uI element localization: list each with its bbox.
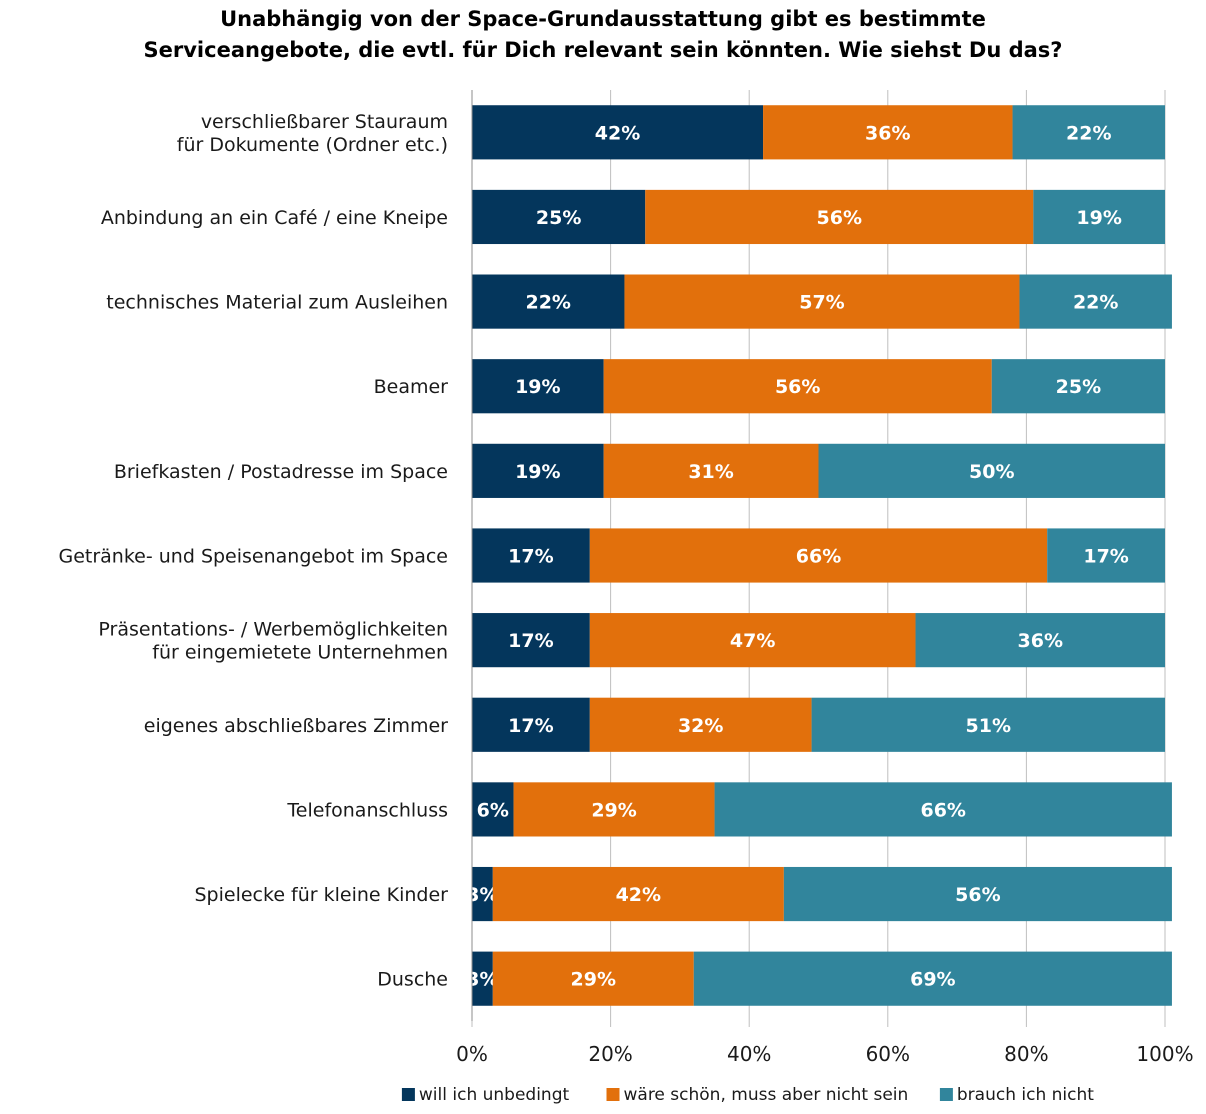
chart-title-line-1: Unabhängig von der Space-Grundausstattun…	[220, 7, 986, 31]
category-label: Anbindung an ein Café / eine Kneipe	[101, 207, 448, 229]
category-label: Dusche	[377, 969, 448, 991]
x-tick-label: 60%	[866, 1042, 910, 1066]
data-label: 22%	[1066, 122, 1111, 144]
bar-segment	[915, 613, 1165, 668]
legend-label: wäre schön, muss aber nicht sein	[624, 1085, 909, 1105]
bar-segment	[472, 697, 590, 752]
bar-segment	[624, 274, 1020, 329]
data-label: 19%	[515, 461, 560, 483]
bar-segment	[472, 274, 625, 329]
legend-swatch	[939, 1088, 953, 1101]
data-label: 42%	[595, 122, 640, 144]
x-tick-label: 40%	[727, 1042, 771, 1066]
axes: 0% 20% 40% 60% 80% 100% verschließbarer Staura…	[58, 90, 1194, 1066]
data-label: 31%	[688, 461, 733, 483]
data-label: 47%	[730, 630, 775, 652]
data-label: 6%	[477, 799, 509, 821]
bar-segment	[1019, 274, 1172, 329]
bar-segment	[472, 359, 604, 414]
data-label: 25%	[1056, 376, 1101, 398]
bar-segment	[645, 189, 1034, 245]
category-label: verschließbarer Stauraum	[201, 111, 448, 133]
data-label: 66%	[920, 799, 965, 821]
data-label: 42%	[616, 884, 661, 906]
category-label: für eingemietete Unternehmen	[152, 642, 448, 664]
data-label: 57%	[799, 292, 844, 314]
data-label: 22%	[525, 292, 570, 314]
bar-segment	[492, 866, 784, 922]
x-tick-label: 80%	[1004, 1042, 1048, 1066]
bar-segment	[472, 782, 514, 837]
category-label: Beamer	[374, 376, 449, 398]
bar-segment	[472, 951, 493, 1006]
data-label: 36%	[1018, 630, 1063, 652]
bar-segment	[603, 443, 819, 498]
bar-segment	[763, 105, 1013, 160]
data-label: 25%	[536, 207, 581, 229]
data-label: 51%	[966, 715, 1011, 737]
legend: will ich unbedingt wäre schön, muss aber …	[401, 1085, 1094, 1105]
bar-segment	[1033, 189, 1165, 245]
chart-title: Unabhängig von der Space-Grundausstattun…	[0, 4, 1206, 66]
category-label: Spielecke für kleine Kinder	[194, 884, 448, 906]
bar-segment	[589, 528, 1048, 583]
bars: 42% 36% 22% 25% 56% 19% 22% 57% 22% 19% 56% 25% 19% 3…	[466, 105, 1172, 1006]
data-label: 19%	[515, 376, 560, 398]
x-tick-label: 0%	[456, 1042, 488, 1066]
data-label: 56%	[955, 884, 1000, 906]
data-label: 17%	[508, 546, 553, 568]
legend-label: brauch ich nicht	[957, 1085, 1094, 1105]
bar-segment	[589, 697, 812, 752]
data-label: 19%	[1076, 207, 1121, 229]
x-tick-label: 100%	[1136, 1042, 1193, 1066]
bar-segment	[818, 443, 1165, 498]
category-label: Präsentations- / Werbemöglichkeiten	[98, 619, 448, 641]
bar-segment	[492, 951, 694, 1006]
bar-segment	[472, 189, 646, 245]
bar-segment	[714, 782, 1172, 837]
data-label: 69%	[910, 969, 955, 991]
bar-segment	[513, 782, 715, 837]
bar-segment	[472, 105, 764, 160]
bar-segment	[1047, 528, 1165, 583]
legend-swatch	[606, 1088, 620, 1101]
legend-swatch	[401, 1088, 415, 1101]
chart-title-line-2: Serviceangebote, die evtl. für Dich rele…	[143, 38, 1063, 62]
category-label: Getränke- und Speisenangebot im Space	[58, 546, 448, 568]
category-label: eigenes abschließbares Zimmer	[144, 715, 448, 737]
bar-segment	[603, 359, 992, 414]
bar-segment	[472, 866, 493, 922]
bar-segment	[472, 613, 590, 668]
bar-segment	[991, 359, 1165, 414]
category-label: Briefkasten / Postadresse im Space	[114, 461, 448, 483]
bar-segment	[589, 613, 916, 668]
bar-segment	[693, 951, 1172, 1006]
data-label: 56%	[775, 376, 820, 398]
category-label: technisches Material zum Ausleihen	[106, 292, 448, 314]
data-label: 29%	[591, 799, 636, 821]
bar-segment	[1012, 105, 1165, 160]
data-label: 17%	[1083, 546, 1128, 568]
data-label: 29%	[571, 969, 616, 991]
category-label: Telefonanschluss	[286, 799, 448, 821]
bar-segment	[472, 528, 590, 583]
x-tick-label: 20%	[588, 1042, 632, 1066]
bar-segment	[811, 697, 1165, 752]
data-label: 56%	[817, 207, 862, 229]
category-label: für Dokumente (Ordner etc.)	[177, 134, 448, 156]
bar-segment	[472, 443, 604, 498]
data-label: 3%	[466, 884, 498, 906]
data-label: 17%	[508, 630, 553, 652]
legend-label: will ich unbedingt	[419, 1085, 570, 1105]
data-label: 3%	[466, 969, 498, 991]
data-label: 22%	[1073, 292, 1118, 314]
data-label: 17%	[508, 715, 553, 737]
data-label: 32%	[678, 715, 723, 737]
data-label: 66%	[796, 546, 841, 568]
data-label: 36%	[865, 122, 910, 144]
bar-segment	[783, 866, 1172, 922]
data-label: 50%	[969, 461, 1014, 483]
